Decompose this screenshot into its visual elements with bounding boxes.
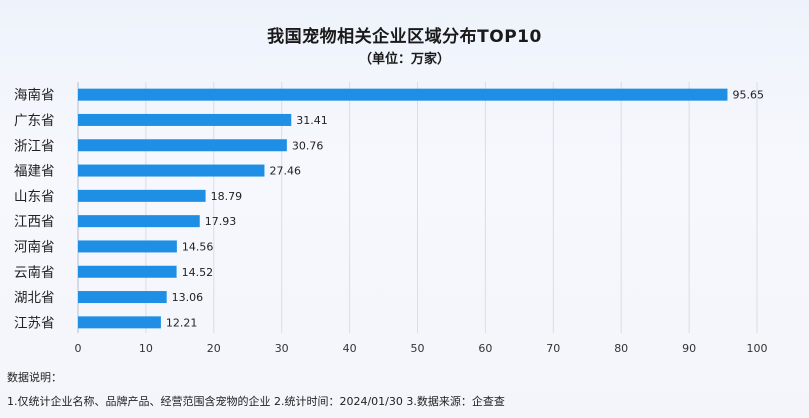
x-tick-label: 60 — [478, 342, 492, 355]
bar — [78, 291, 167, 304]
value-label: 12.21 — [166, 316, 198, 329]
bar — [78, 113, 292, 126]
x-tick-label: 80 — [614, 342, 628, 355]
value-label: 13.06 — [172, 291, 204, 304]
bar — [78, 88, 728, 101]
value-label: 27.46 — [269, 165, 301, 178]
bar — [78, 139, 287, 152]
bar — [78, 240, 177, 253]
notes-heading: 数据说明： — [7, 371, 62, 384]
category-label: 云南省 — [14, 265, 55, 281]
bar — [78, 265, 177, 278]
bar — [78, 189, 206, 202]
x-tick-label: 10 — [139, 342, 153, 355]
category-label: 浙江省 — [14, 138, 55, 154]
chart-subtitle: （单位：万家） — [358, 52, 450, 67]
value-label: 95.65 — [732, 89, 764, 102]
x-tick-label: 90 — [682, 342, 696, 355]
chart-title: 我国宠物相关企业区域分布TOP10 — [267, 27, 542, 47]
value-label: 18.79 — [211, 190, 243, 203]
x-tick-label: 40 — [343, 342, 357, 355]
category-label: 广东省 — [14, 113, 55, 129]
x-tick-label: 100 — [747, 342, 768, 355]
category-label: 福建省 — [14, 164, 55, 180]
category-label: 海南省 — [14, 88, 55, 104]
x-tick-label: 30 — [275, 342, 289, 355]
value-label: 17.93 — [205, 215, 237, 228]
x-tick-label: 0 — [75, 342, 82, 355]
bar — [78, 316, 161, 329]
x-tick-label: 70 — [546, 342, 560, 355]
category-label: 山东省 — [14, 189, 55, 205]
category-label: 江西省 — [14, 214, 55, 230]
value-label: 31.41 — [296, 114, 328, 127]
x-tick-label: 50 — [411, 342, 425, 355]
category-label: 湖北省 — [14, 290, 55, 306]
notes-text: 1.仅统计企业名称、品牌产品、经营范围含宠物的企业 2.统计时间：2024/01… — [7, 395, 505, 408]
value-label: 14.52 — [182, 266, 214, 279]
x-tick-label: 20 — [207, 342, 221, 355]
bar — [78, 164, 265, 177]
value-label: 30.76 — [292, 139, 324, 152]
value-label: 14.56 — [182, 240, 214, 253]
category-label: 河南省 — [14, 239, 55, 255]
category-label: 江苏省 — [14, 315, 55, 331]
bar — [78, 215, 200, 228]
